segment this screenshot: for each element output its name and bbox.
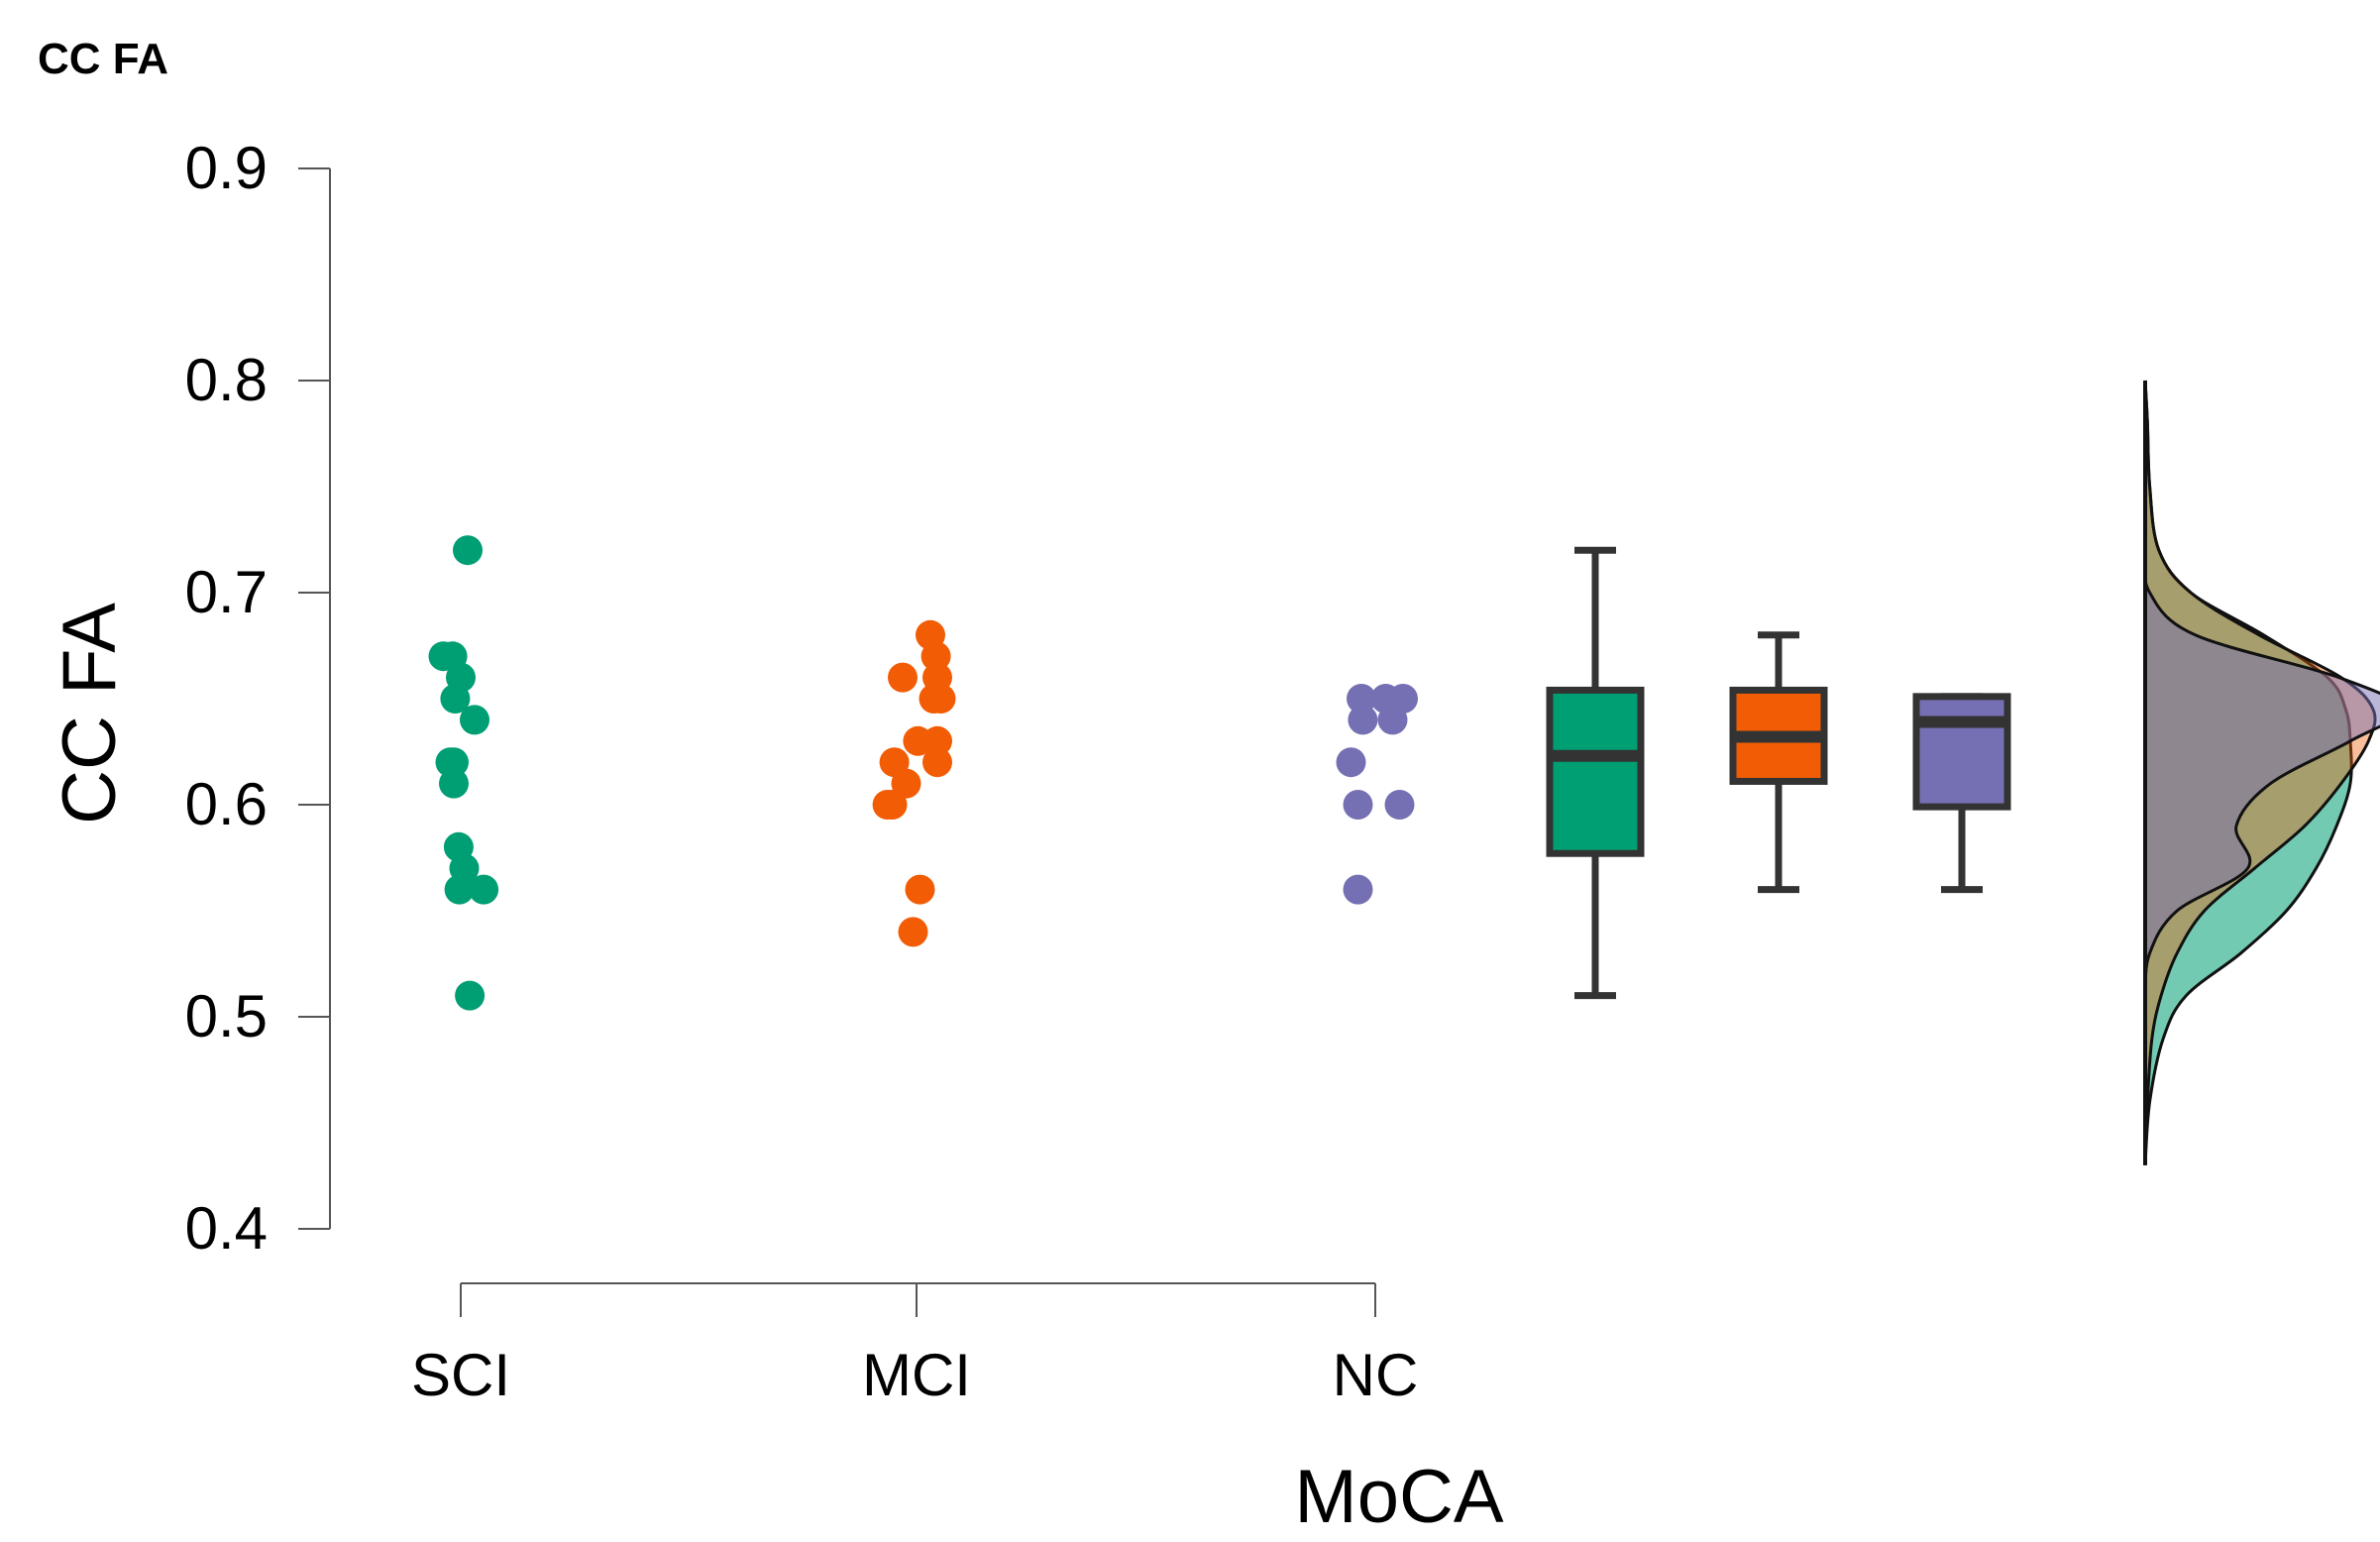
data-point-nc [1377,705,1408,735]
data-point-mci [891,768,921,799]
box-plot-sci [1546,546,1645,1000]
x-axis-title: MoCA [1294,1455,1503,1539]
x-tick-label: NC [1333,1342,1419,1408]
data-point-nc [1343,874,1373,905]
data-point-nc [1348,705,1378,735]
data-point-nc [1336,747,1366,778]
y-tick-label: 0.6 [185,771,268,837]
y-tick-label: 0.9 [185,135,268,201]
data-point-mci [905,874,935,905]
data-point-nc [1343,790,1373,820]
data-point-mci [898,917,928,947]
data-point-nc [1347,684,1376,714]
chart-title: CC FA [38,35,168,83]
x-tick-label: MCI [862,1342,971,1408]
data-point-sci [469,874,499,905]
box-iqr [1912,693,2011,811]
data-point-nc [1384,790,1415,820]
data-point-mci [922,725,952,756]
x-tick-label: SCI [411,1342,510,1408]
box-plots [1546,546,2011,1000]
density-curves [2142,380,2380,1165]
data-point-mci [925,684,956,714]
box-iqr [1546,686,1645,857]
data-point-sci [440,684,471,714]
y-tick-label: 0.7 [185,559,268,625]
data-point-mci [888,662,918,693]
data-point-mci [922,747,952,778]
data-point-sci [455,980,486,1011]
data-point-sci [439,768,469,799]
data-point-sci [453,535,483,566]
data-points [428,535,1418,1011]
data-point-sci [460,705,489,735]
y-tick-label: 0.5 [185,983,268,1049]
data-point-sci [439,747,469,778]
box-plot-nc [1912,693,2011,894]
y-axis: 0.4 0.5 0.6 0.7 0.8 0.9 [185,135,331,1262]
data-point-sci [444,874,475,905]
x-axis: SCI MCI NC [411,1282,1419,1408]
box-plot-mci [1729,631,1828,894]
y-axis-title: CC FA [48,603,132,825]
data-point-mci [920,641,951,672]
y-tick-label: 0.8 [185,347,268,413]
data-point-mci [877,790,908,820]
y-tick-label: 0.4 [185,1195,268,1262]
